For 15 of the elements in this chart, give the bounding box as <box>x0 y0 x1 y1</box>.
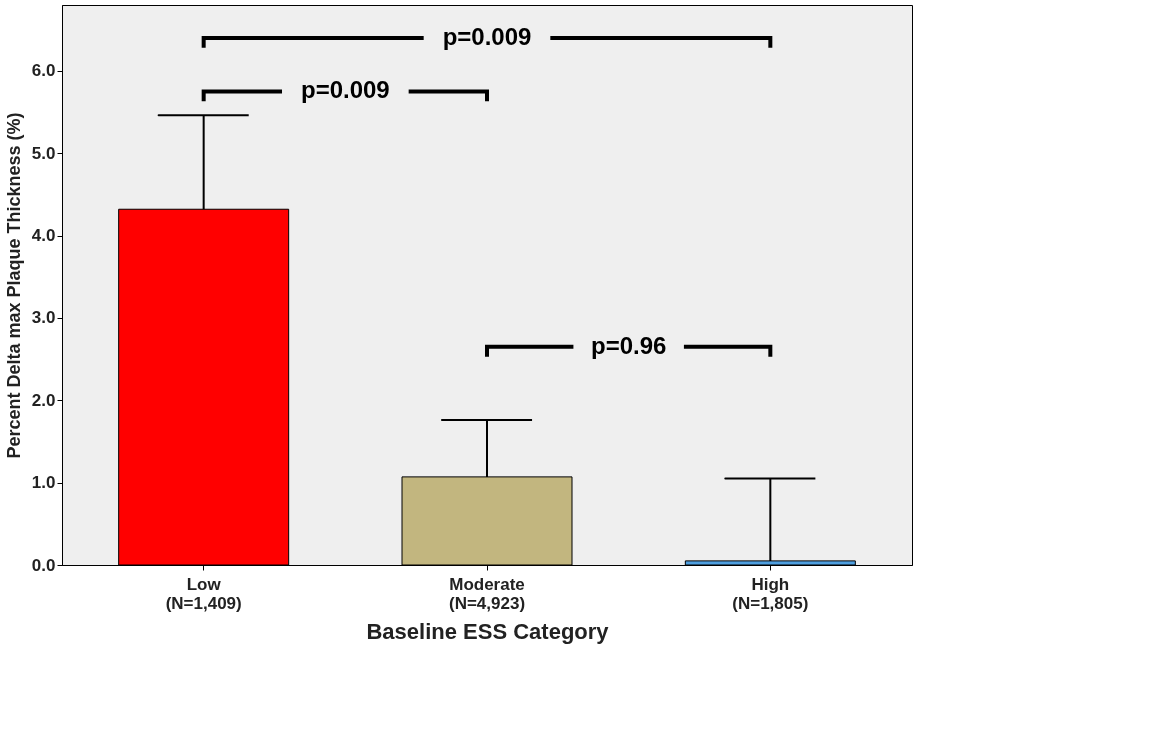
x-axis-title: Baseline ESS Category <box>366 618 610 644</box>
y-tick-label: 2.0 <box>31 390 56 410</box>
x-tick-label: Moderate (N=4,923) <box>448 574 526 613</box>
x-tick-label: High (N=1,805) <box>732 574 809 613</box>
annotation: p=0.009 <box>300 76 390 104</box>
y-axis-title: Percent Delta max Plaque Thickness (%) <box>3 112 24 459</box>
y-tick-label: 1.0 <box>31 473 56 493</box>
x-tick-label: Low (N=1,409) <box>165 574 242 613</box>
y-tick-label: 5.0 <box>31 143 56 163</box>
y-tick-label: 4.0 <box>31 226 56 246</box>
annotation: p=0.96 <box>590 331 667 359</box>
annotation: p=0.009 <box>442 22 532 50</box>
y-tick-label: 3.0 <box>31 308 56 328</box>
y-tick-label: 0.0 <box>31 555 56 575</box>
y-tick-label: 6.0 <box>31 61 56 81</box>
